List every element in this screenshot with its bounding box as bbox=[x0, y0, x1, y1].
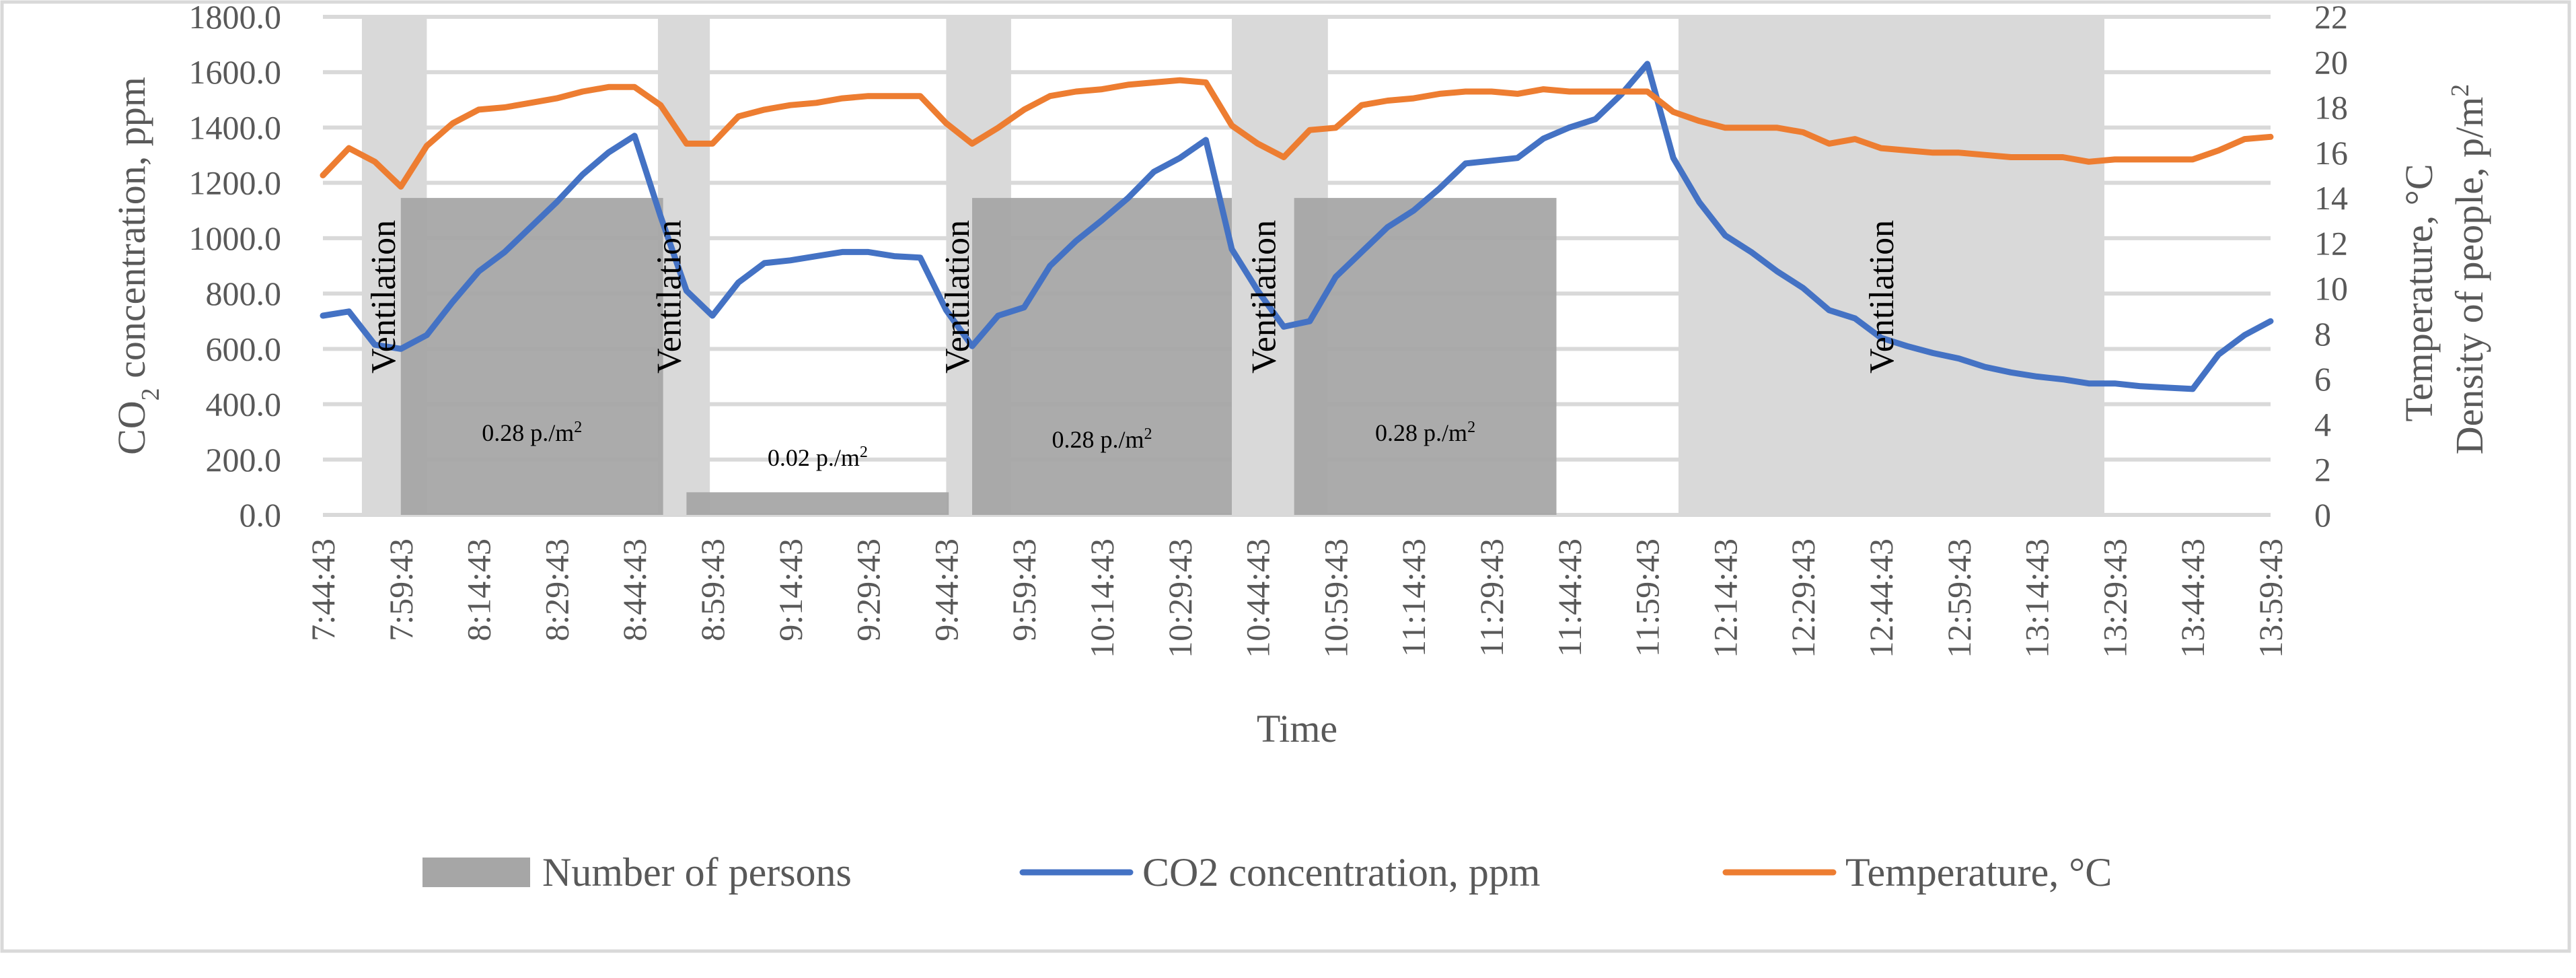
x-tick-label: 11:14:43 bbox=[1395, 538, 1432, 657]
y-left-tick-label: 600.0 bbox=[206, 330, 282, 368]
y-right-tick-label: 4 bbox=[2314, 405, 2331, 443]
legend-label: Temperature, °C bbox=[1845, 850, 2112, 895]
occupancy-label: 0.28 p./m2 bbox=[1052, 425, 1152, 453]
x-tick-label: 9:14:43 bbox=[772, 538, 809, 641]
temperature-series-line bbox=[320, 77, 2274, 190]
occupancy-label-text: 0.28 p./m bbox=[1052, 426, 1144, 453]
x-tick-label: 7:59:43 bbox=[382, 538, 420, 641]
occupancy-label: 0.28 p./m2 bbox=[482, 419, 582, 446]
annotations: 0.28 p./m20.02 p./m2 0.28 p./m2 0.28 p./m2… bbox=[365, 220, 1901, 471]
ventilation-label: Ventilation bbox=[365, 220, 403, 374]
x-tick-label: 10:14:43 bbox=[1083, 538, 1121, 658]
occupancy-label: 0.02 p./m2 bbox=[768, 444, 868, 471]
occupancy-label: 0.28 p./m2 bbox=[1375, 419, 1475, 446]
co2-series-line bbox=[320, 61, 2274, 392]
y-right-tick-label: 12 bbox=[2314, 224, 2348, 262]
y-right-tick-label: 10 bbox=[2314, 270, 2348, 308]
x-tick-label: 10:44:43 bbox=[1239, 538, 1277, 658]
occupancy-block bbox=[400, 198, 663, 515]
y-left-tick-label: 1400.0 bbox=[189, 108, 282, 146]
x-tick-label: 11:44:43 bbox=[1551, 538, 1588, 657]
x-tick-label: 11:59:43 bbox=[1629, 538, 1666, 657]
y-right-axis-title-density: Density of people, p/m2 bbox=[2446, 84, 2491, 455]
occupancy-block bbox=[972, 198, 1232, 515]
ventilation-label: Ventilation bbox=[650, 220, 688, 374]
x-tick-label: 10:29:43 bbox=[1161, 538, 1199, 658]
y-left-axis-title-main: CO bbox=[110, 400, 153, 455]
x-tick-label: 13:59:43 bbox=[2252, 538, 2289, 658]
y-left-tick-label: 1800.0 bbox=[189, 0, 282, 36]
y-right-tick-label: 14 bbox=[2314, 179, 2348, 217]
legend-swatch-number-of-persons bbox=[422, 858, 530, 887]
ventilation-label: Ventilation bbox=[939, 220, 977, 374]
x-axis-title: Time bbox=[1257, 707, 1337, 750]
occupancy-label-text: 0.02 p./m bbox=[768, 444, 860, 471]
legend-label: CO2 concentration, ppm bbox=[1142, 850, 1541, 895]
x-tick-label: 9:59:43 bbox=[1005, 538, 1043, 641]
legend: Number of persons CO2 concentration, ppm T… bbox=[422, 850, 2112, 895]
y-left-axis-title-rest: concentration, ppm bbox=[110, 77, 153, 388]
occupancy-label-superscript: 2 bbox=[1144, 425, 1152, 443]
y-right-axis-title-temperature: Temperature, °C bbox=[2397, 164, 2441, 421]
x-tick-label: 12:59:43 bbox=[1940, 538, 1978, 658]
y-right-tick-label: 20 bbox=[2314, 43, 2348, 81]
occupancy-label-superscript: 2 bbox=[574, 419, 582, 436]
y-left-tick-label: 200.0 bbox=[206, 441, 282, 479]
occupancy-block bbox=[1294, 198, 1557, 515]
x-tick-label: 12:44:43 bbox=[1862, 538, 1900, 658]
y-left-axis-title-subscript: 2 bbox=[137, 388, 165, 400]
y-right-tick-label: 22 bbox=[2314, 0, 2348, 36]
x-tick-label: 9:44:43 bbox=[927, 538, 965, 641]
x-tick-label: 13:29:43 bbox=[2096, 538, 2133, 658]
x-tick-label: 13:14:43 bbox=[2018, 538, 2056, 658]
x-tick-label: 12:29:43 bbox=[1784, 538, 1822, 658]
y-left-tick-label: 400.0 bbox=[206, 386, 282, 423]
y-left-tick-label: 800.0 bbox=[206, 275, 282, 312]
x-tick-label: 8:44:43 bbox=[616, 538, 653, 641]
x-tick-label: 13:44:43 bbox=[2174, 538, 2211, 658]
occupancy-block bbox=[686, 492, 949, 515]
series-lines bbox=[320, 61, 2274, 392]
x-tick-label: 11:29:43 bbox=[1473, 538, 1510, 657]
x-tick-label: 12:14:43 bbox=[1706, 538, 1744, 658]
y-left-tick-label: 1200.0 bbox=[189, 164, 282, 202]
x-tick-label: 9:29:43 bbox=[850, 538, 887, 641]
occupancy-blocks bbox=[400, 198, 1557, 515]
occupancy-label-text: 0.28 p./m bbox=[482, 419, 574, 446]
x-tick-label: 8:59:43 bbox=[694, 538, 731, 641]
y-right-axis-title-density-superscript: 2 bbox=[2446, 84, 2474, 97]
ventilation-label: Ventilation bbox=[1245, 220, 1283, 374]
ventilation-label: Ventilation bbox=[1863, 220, 1901, 374]
ventilation-band bbox=[657, 17, 710, 515]
y-right-tick-label: 0 bbox=[2314, 496, 2331, 534]
y-right-tick-label: 8 bbox=[2314, 315, 2331, 353]
y-right-tick-label: 18 bbox=[2314, 89, 2348, 127]
x-tick-label: 10:59:43 bbox=[1317, 538, 1354, 658]
y-right-tick-label: 2 bbox=[2314, 451, 2331, 489]
ventilation-bands bbox=[361, 17, 2104, 515]
axis-labels: 0.0200.0400.0600.0800.01000.01200.01400.… bbox=[110, 0, 2491, 750]
y-left-tick-label: 0.0 bbox=[240, 496, 282, 534]
y-right-axis-title-density-main: Density of people, p/m bbox=[2448, 97, 2491, 455]
x-tick-label: 7:44:43 bbox=[304, 538, 342, 641]
y-right-tick-label: 16 bbox=[2314, 134, 2348, 172]
occupancy-label-superscript: 2 bbox=[1467, 419, 1475, 436]
occupancy-label-superscript: 2 bbox=[860, 444, 868, 461]
y-left-axis-title: CO2 concentration, ppm bbox=[110, 77, 165, 455]
y-left-tick-label: 1600.0 bbox=[189, 53, 282, 91]
occupancy-label-text: 0.28 p./m bbox=[1375, 419, 1467, 446]
x-tick-label: 8:14:43 bbox=[460, 538, 498, 641]
x-tick-label: 8:29:43 bbox=[538, 538, 575, 641]
ventilation-band bbox=[1678, 17, 2104, 515]
legend-label: Number of persons bbox=[542, 850, 852, 895]
y-left-tick-label: 1000.0 bbox=[189, 219, 282, 257]
y-right-tick-label: 6 bbox=[2314, 360, 2331, 398]
